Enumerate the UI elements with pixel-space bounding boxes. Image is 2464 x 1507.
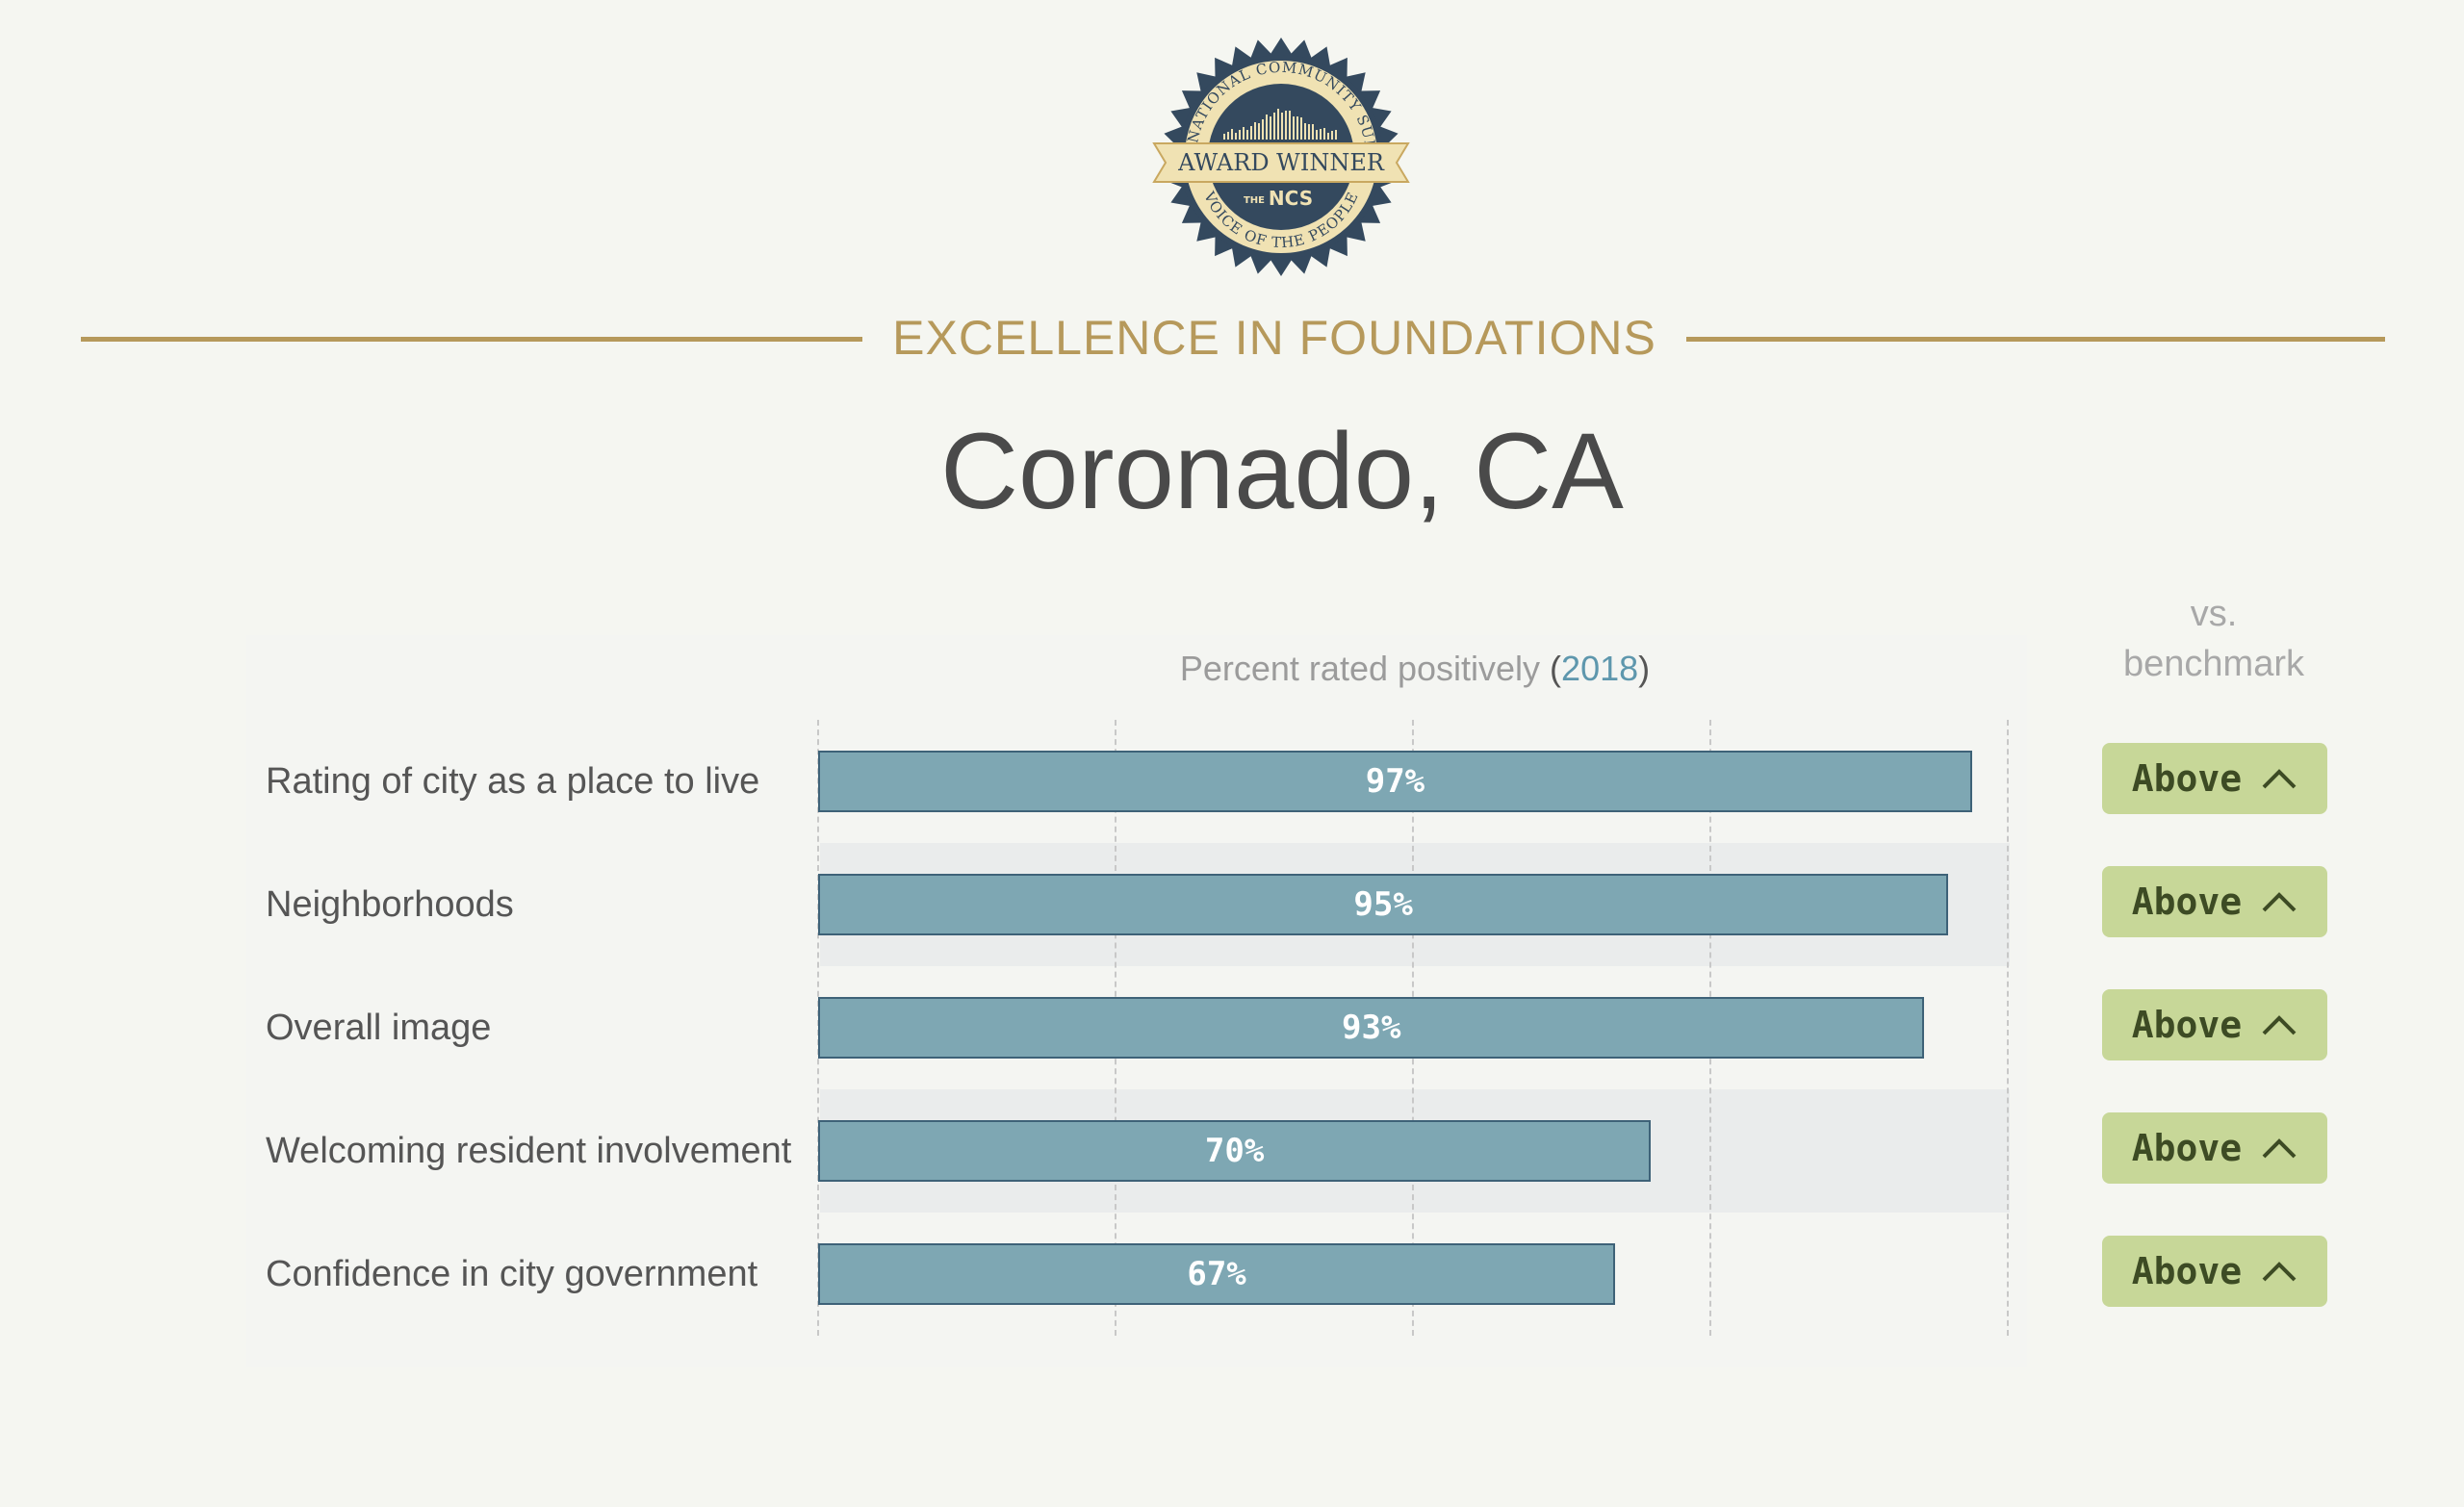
city-name: Coronado, CA [940, 411, 1624, 531]
bar [818, 1243, 1616, 1305]
benchmark-header-line2: benchmark [2123, 644, 2304, 684]
chevron-up-icon [2262, 892, 2297, 912]
award-title: EXCELLENCE IN FOUNDATIONS [892, 311, 1656, 365]
benchmark-badge: Above [2102, 989, 2327, 1060]
chevron-up-icon [2262, 1015, 2297, 1035]
chevron-up-icon [2262, 1138, 2297, 1159]
svg-text:AWARD WINNER: AWARD WINNER [1177, 149, 1385, 176]
benchmark-badge-label: Above [2131, 881, 2243, 923]
benchmark-badge: Above [2102, 1112, 2327, 1184]
bar-value-label: 95% [1353, 885, 1413, 924]
benchmark-badge: Above [2102, 866, 2327, 937]
category-label: Welcoming resident involvement [266, 1131, 792, 1171]
category-label: Overall image [266, 1008, 492, 1048]
category-label: Confidence in city government [266, 1254, 758, 1294]
bar [818, 874, 1949, 935]
chart-title-paren-close: ) [1638, 649, 1651, 688]
award-seal-logo: THE NATIONAL COMMUNITY SURVEY VOICE OF T… [1152, 38, 1410, 276]
benchmark-badge: Above [2102, 743, 2327, 814]
category-label: Rating of city as a place to live [266, 761, 760, 802]
chart-title-text: Percent rated positively [1179, 649, 1551, 688]
benchmark-badge-label: Above [2131, 757, 2243, 800]
category-label: Neighborhoods [266, 884, 514, 925]
benchmark-badge-label: Above [2131, 1250, 2243, 1292]
title-rule-left [81, 337, 862, 342]
bar-value-label: 70% [1204, 1132, 1265, 1170]
chevron-up-icon [2262, 1262, 2297, 1282]
chart-title-year: 2018 [1561, 649, 1639, 688]
benchmark-badge-label: Above [2131, 1004, 2243, 1046]
chevron-up-icon [2262, 769, 2297, 789]
bar [818, 1120, 1652, 1182]
title-rule-right [1686, 337, 2385, 342]
benchmark-header: vs. benchmark [2069, 589, 2358, 689]
svg-text:THE: THE [1244, 195, 1265, 206]
bar-value-label: 67% [1187, 1255, 1246, 1293]
chart-title: Percent rated positively (2018) [820, 649, 2010, 689]
benchmark-badge: Above [2102, 1236, 2327, 1307]
bar [818, 997, 1925, 1059]
benchmark-header-line1: vs. [2190, 594, 2238, 634]
benchmark-badge-label: Above [2131, 1127, 2243, 1169]
svg-text:NCS: NCS [1269, 187, 1313, 210]
gridline [2007, 720, 2009, 1336]
chart-title-paren-open: ( [1550, 649, 1562, 688]
bar-value-label: 97% [1365, 762, 1425, 801]
bar [818, 751, 1972, 812]
bar-value-label: 93% [1342, 1009, 1401, 1047]
